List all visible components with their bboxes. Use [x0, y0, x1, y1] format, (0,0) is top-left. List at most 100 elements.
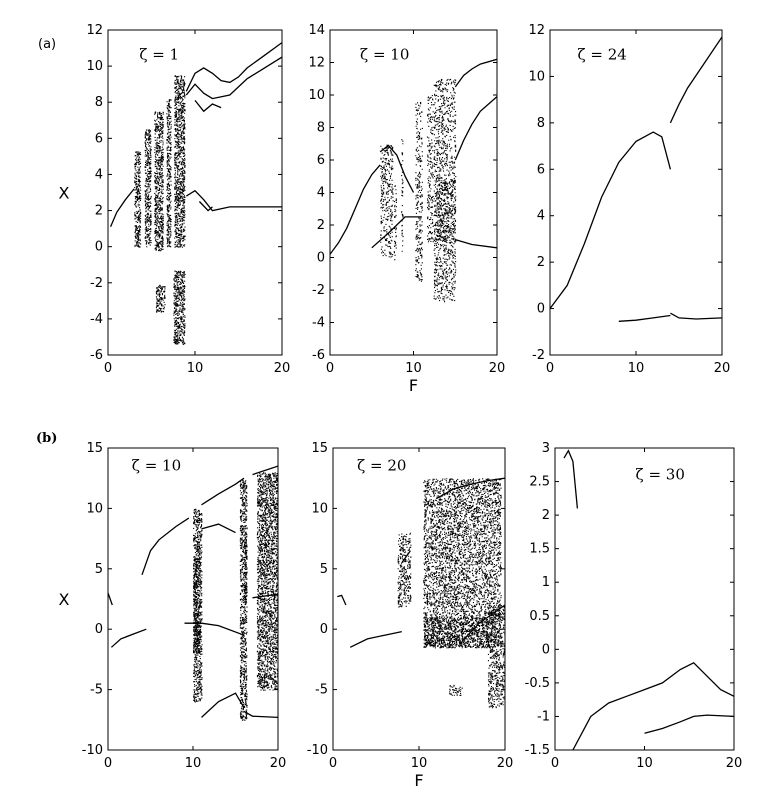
- band-points: [380, 144, 394, 258]
- band-points: [487, 605, 505, 709]
- branch-curve-2: [644, 714, 734, 734]
- x-tick-label: 0: [329, 756, 337, 771]
- panel-a2: -6 -4 -2 0 2 4 6 8 10 12 14 0 10 20 ζ = 10 F: [308, 23, 505, 395]
- band-points: [426, 95, 434, 243]
- y-tick-label: 2: [317, 218, 325, 233]
- branch-curve-3: [670, 312, 722, 320]
- y-tick-label: 0: [317, 251, 325, 266]
- y-tick-label: -4: [90, 312, 103, 327]
- x-tick-label: 10: [185, 756, 202, 771]
- branch-curve-3: [201, 523, 236, 534]
- y-tick-label: -4: [312, 316, 325, 331]
- x-tick-label: 0: [104, 756, 112, 771]
- x-tick-label: 20: [274, 361, 291, 376]
- y-tick-label: 15: [86, 441, 103, 456]
- branch-curve-1: [669, 36, 722, 124]
- x-tick-label: 10: [411, 756, 428, 771]
- plot-area: [110, 42, 282, 345]
- plot-area: [550, 36, 722, 322]
- zeta-annotation: ζ = 10: [360, 45, 409, 63]
- chaotic-band-0: [397, 532, 412, 608]
- y-tick-label: -2: [312, 283, 325, 298]
- branch-curve-2: [401, 550, 411, 564]
- band-points: [434, 179, 457, 242]
- band-points: [193, 508, 203, 703]
- band-points: [393, 185, 397, 261]
- plot-area: [337, 477, 505, 709]
- band-points: [433, 78, 457, 303]
- chaotic-band-4: [426, 95, 434, 243]
- plot-area: [563, 449, 734, 750]
- y-tick-label: -5: [315, 683, 328, 698]
- panel-a1: -6 -4 -2 0 2 4 6 8 10 12 0 10 20 ζ = 1 X: [59, 23, 291, 376]
- x-tick-label: 20: [497, 756, 514, 771]
- band-points: [423, 617, 489, 649]
- branch-curve-2: [201, 477, 245, 506]
- band-points: [415, 102, 423, 282]
- y-tick-label: 1.5: [529, 542, 550, 557]
- x-axis-label: F: [409, 376, 418, 395]
- chaotic-band-2: [154, 111, 164, 252]
- y-tick-label: 10: [311, 501, 328, 516]
- panel-b3: -1.5 -1 -0.5 0 0.5 1 1.5 2 2.5 3 0 10 20 ζ = 30: [525, 441, 743, 771]
- axes-frame: [549, 29, 723, 356]
- branch-curve-8: [252, 593, 278, 599]
- chaotic-band-6: [434, 179, 457, 242]
- plot-area: [108, 465, 278, 721]
- x-axis-label: F: [414, 771, 423, 790]
- chaotic-band-4: [174, 75, 186, 248]
- y-tick-label: -1.5: [525, 743, 550, 758]
- branch-curve-4: [371, 216, 422, 249]
- chaotic-band-0: [134, 151, 142, 248]
- band-points: [173, 270, 186, 345]
- x-tick-label: 10: [405, 361, 422, 376]
- branch-curve-3: [435, 477, 505, 500]
- band-points: [144, 129, 152, 248]
- branch-curve-1: [141, 517, 190, 576]
- band-points: [155, 284, 166, 313]
- branch-curve-3: [454, 96, 497, 161]
- y-tick-label: -6: [312, 348, 325, 363]
- panel-label-b: (b): [36, 431, 57, 446]
- band-points: [244, 532, 248, 606]
- chaotic-band-2: [256, 472, 278, 691]
- y-tick-label: 3: [542, 441, 550, 456]
- x-tick-label: 0: [546, 361, 554, 376]
- y-tick-label: 5: [95, 562, 103, 577]
- branch-curve-2: [618, 314, 671, 322]
- chaotic-band-1: [393, 185, 397, 261]
- y-tick-label: 0: [542, 642, 550, 657]
- y-tick-label: 12: [528, 23, 545, 38]
- chaotic-band-0: [380, 144, 394, 258]
- y-tick-label: -2: [532, 348, 545, 363]
- x-tick-label: 0: [104, 361, 112, 376]
- y-tick-label: -1: [537, 709, 550, 724]
- y-tick-label: 10: [86, 501, 103, 516]
- y-tick-label: -6: [90, 348, 103, 363]
- y-tick-label: -10: [82, 743, 103, 758]
- branch-curve-7: [252, 465, 278, 476]
- y-tick-label: 8: [317, 121, 325, 136]
- branch-curve-1: [185, 42, 282, 92]
- y-tick-label: 0: [95, 622, 103, 637]
- zeta-annotation: ζ = 24: [578, 45, 627, 63]
- branch-curve-2: [454, 58, 497, 88]
- y-tick-label: 10: [308, 88, 325, 103]
- y-tick-label: 4: [317, 186, 325, 201]
- y-tick-label: 2: [542, 508, 550, 523]
- y-tick-label: -0.5: [525, 676, 550, 691]
- panel-b2: -10 -5 0 5 10 15 0 10 20 ζ = 20 F: [307, 441, 514, 790]
- band-points: [174, 75, 186, 248]
- band-points: [193, 557, 201, 655]
- chaotic-band-3: [487, 605, 505, 709]
- panel-label-a: (a): [38, 37, 56, 52]
- x-tick-label: 20: [489, 361, 506, 376]
- y-tick-label: 4: [95, 167, 103, 182]
- chaotic-band-4: [449, 684, 463, 696]
- branch-curve-4: [194, 99, 222, 113]
- band-points: [423, 478, 502, 649]
- x-tick-label: 10: [636, 756, 653, 771]
- y-tick-label: 2: [95, 204, 103, 219]
- x-tick-label: 20: [270, 756, 287, 771]
